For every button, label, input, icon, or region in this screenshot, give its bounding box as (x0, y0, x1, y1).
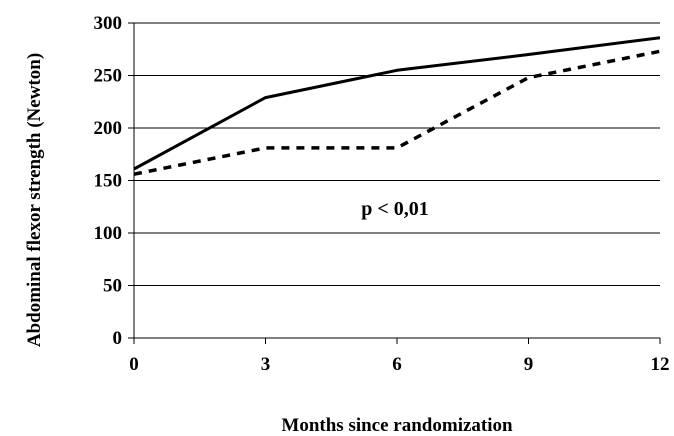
y-tick-label: 200 (94, 118, 123, 139)
annotation-p-value: p < 0,01 (361, 198, 429, 220)
y-axis-title: Abdominal flexor strength (Newton) (24, 53, 45, 347)
x-axis-title: Months since randomization (281, 415, 513, 436)
x-tick-label: 6 (392, 354, 402, 375)
series-lines (133, 36, 661, 176)
axes (128, 22, 661, 344)
series-line-solid (133, 36, 661, 171)
x-tick-label: 0 (129, 354, 139, 375)
y-tick-label: 50 (103, 276, 122, 297)
x-tick-label: 3 (261, 354, 271, 375)
y-tick-label: 300 (94, 13, 123, 34)
y-tick-label: 100 (94, 223, 123, 244)
x-tick-label: 9 (524, 354, 534, 375)
tick-labels: 0 50 100 150 200 250 300 0 3 6 9 12 (94, 13, 670, 375)
gridlines (134, 22, 660, 286)
y-tick-label: 250 (94, 66, 123, 87)
x-tick-label: 12 (651, 354, 670, 375)
y-tick-label: 0 (113, 328, 123, 349)
y-tick-label: 150 (94, 171, 123, 192)
